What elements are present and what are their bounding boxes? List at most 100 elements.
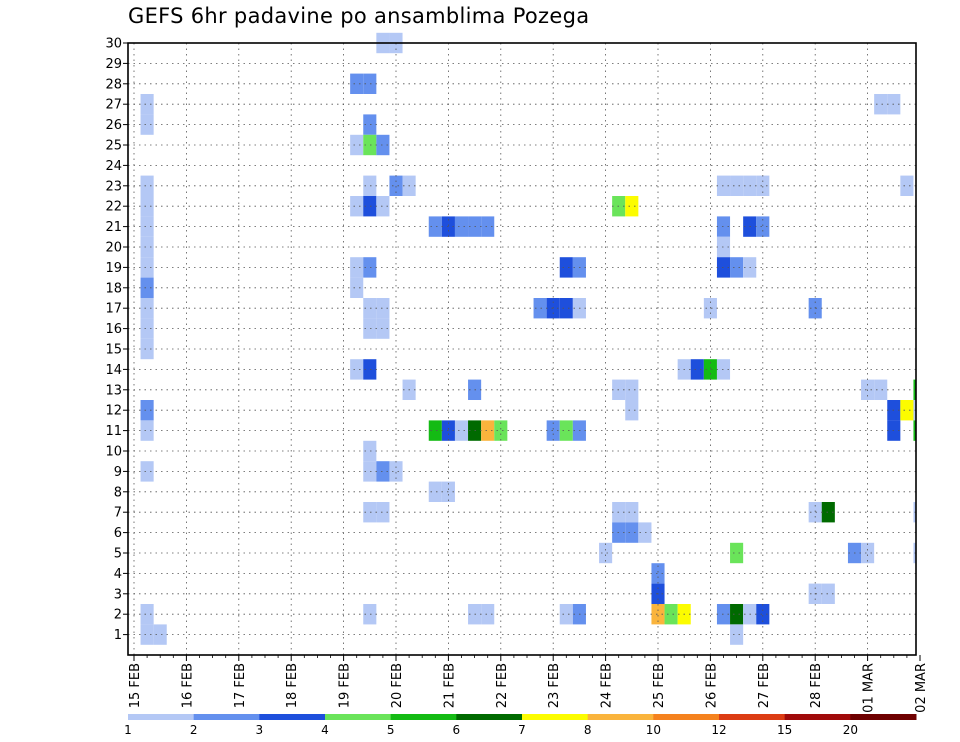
heatmap-cell <box>690 359 704 380</box>
colorbar-label: 6 <box>453 723 461 737</box>
heatmap-cell <box>140 216 154 237</box>
heatmap-cell <box>363 175 377 196</box>
heatmap-cell <box>140 298 154 319</box>
colorbar-segment <box>128 714 195 720</box>
heatmap-cell <box>376 461 390 482</box>
heatmap-cell <box>140 338 154 360</box>
heatmap-cell <box>625 196 639 217</box>
heatmap-cell <box>350 359 364 380</box>
colorbar-label: 2 <box>190 723 198 737</box>
heatmap-cell <box>651 604 665 625</box>
heatmap-cell <box>625 522 639 543</box>
heatmap-cell <box>363 114 377 135</box>
x-tick-label: 25 FEB <box>652 663 667 708</box>
heatmap-cell <box>140 94 154 115</box>
colorbar-segment <box>587 714 654 720</box>
heatmap-cell <box>363 196 377 217</box>
y-tick-label: 2 <box>114 608 122 623</box>
heatmap-cell <box>651 563 665 584</box>
heatmap-cell <box>559 604 573 625</box>
y-tick-label: 7 <box>114 506 122 521</box>
colorbar-label: 10 <box>646 723 661 737</box>
y-tick-label: 25 <box>105 139 122 154</box>
x-tick-label: 24 FEB <box>600 663 615 708</box>
heatmap-cell <box>481 216 495 237</box>
colorbar: 1 2 3 4 5 6 7 8 10 12 15 20 <box>124 714 917 737</box>
x-tick-label: 18 FEB <box>285 663 300 708</box>
heatmap-cell <box>363 73 377 94</box>
heatmap-cell <box>350 73 364 94</box>
heatmap-cell <box>559 298 573 319</box>
heatmap-cell <box>874 94 888 115</box>
x-tick-label: 19 FEB <box>338 663 353 708</box>
y-tick-label: 14 <box>105 363 122 378</box>
heatmap-cell <box>428 420 442 441</box>
heatmap-cell <box>454 216 469 237</box>
heatmap-cell <box>140 624 154 645</box>
colorbar-label: 12 <box>711 723 726 737</box>
y-tick-label: 16 <box>105 322 122 337</box>
y-tick-label: 26 <box>105 118 122 133</box>
heatmap-cell <box>363 604 377 625</box>
x-tick-label: 02 MAR <box>914 663 929 713</box>
heatmap-cell <box>140 318 154 339</box>
heatmap-cells <box>140 32 916 645</box>
heatmap-cell <box>428 216 442 237</box>
colorbar-segment <box>325 714 392 720</box>
heatmap-cell <box>363 134 377 156</box>
y-tick-label: 9 <box>114 465 122 480</box>
heatmap-cell <box>481 604 495 625</box>
heatmap-cell <box>389 461 403 482</box>
heatmap-cell <box>454 420 469 441</box>
heatmap-cell <box>821 502 835 523</box>
y-tick-label: 28 <box>105 77 122 92</box>
colorbar-label: 20 <box>843 723 858 737</box>
y-tick-label: 21 <box>105 220 122 235</box>
x-axis: 15 FEB 16 FEB 17 FEB 18 FEB 19 FEB 20 FEB 21 F… <box>128 655 929 713</box>
y-tick-label: 8 <box>114 485 122 500</box>
y-tick-label: 5 <box>114 547 122 562</box>
x-tick-label: 28 FEB <box>809 663 824 708</box>
heatmap-cell <box>140 461 154 482</box>
y-tick-label: 20 <box>105 241 122 256</box>
heatmap-cell <box>140 277 154 298</box>
heatmap-cell <box>900 400 914 421</box>
grid-lines <box>128 42 916 655</box>
heatmap-cell <box>350 257 364 278</box>
heatmap-cell <box>363 502 377 523</box>
x-tick-label: 15 FEB <box>128 663 143 708</box>
x-tick-label: 21 FEB <box>442 663 457 708</box>
heatmap-cell <box>363 318 377 339</box>
heatmap-cell <box>140 196 154 217</box>
y-tick-label: 11 <box>105 424 122 439</box>
heatmap-cell <box>350 134 364 156</box>
colorbar-segment <box>456 714 523 720</box>
colorbar-label: 4 <box>321 723 329 737</box>
x-tick-label: 22 FEB <box>495 663 510 708</box>
heatmap-cell <box>140 175 154 196</box>
y-tick-label: 17 <box>105 302 122 317</box>
y-axis: 1234567891011121314151617181920212223242… <box>105 37 128 643</box>
y-tick-label: 12 <box>105 404 122 419</box>
x-tick-label: 27 FEB <box>757 663 772 708</box>
heatmap-cell <box>140 257 154 278</box>
heatmap-cell <box>140 604 154 625</box>
y-tick-label: 29 <box>105 57 122 72</box>
heatmap-cell <box>599 542 613 564</box>
heatmap-cell <box>756 216 770 237</box>
colorbar-segment <box>784 714 851 720</box>
heatmap-cell <box>376 134 390 156</box>
heatmap-cell <box>900 175 914 196</box>
colorbar-label: 8 <box>584 723 592 737</box>
heatmap-cell <box>559 420 573 441</box>
heatmap-cell <box>140 400 154 421</box>
heatmap-cell <box>481 420 495 441</box>
heatmap-cell <box>730 542 744 564</box>
heatmap-cell <box>376 196 390 217</box>
y-tick-label: 10 <box>105 445 122 460</box>
heatmap-cell <box>428 481 442 502</box>
heatmap-cell <box>821 583 835 604</box>
x-tick-label: 16 FEB <box>180 663 195 708</box>
y-tick-label: 30 <box>105 37 122 52</box>
